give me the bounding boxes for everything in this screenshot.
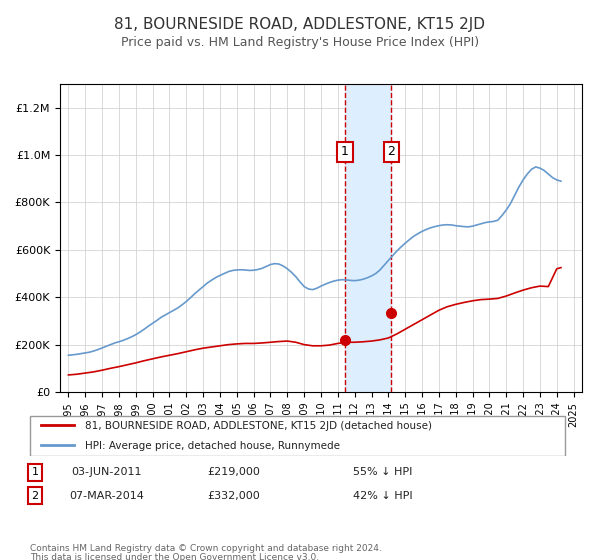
- Text: 2: 2: [388, 145, 395, 158]
- Text: £332,000: £332,000: [208, 491, 260, 501]
- Text: £219,000: £219,000: [208, 467, 260, 477]
- Text: 1: 1: [341, 145, 349, 158]
- Text: 81, BOURNESIDE ROAD, ADDLESTONE, KT15 2JD: 81, BOURNESIDE ROAD, ADDLESTONE, KT15 2J…: [115, 17, 485, 32]
- Text: 1: 1: [32, 467, 38, 477]
- Text: This data is licensed under the Open Government Licence v3.0.: This data is licensed under the Open Gov…: [30, 553, 319, 560]
- Text: Price paid vs. HM Land Registry's House Price Index (HPI): Price paid vs. HM Land Registry's House …: [121, 36, 479, 49]
- Text: HPI: Average price, detached house, Runnymede: HPI: Average price, detached house, Runn…: [85, 441, 340, 451]
- Bar: [345, 84, 391, 392]
- FancyBboxPatch shape: [29, 416, 565, 456]
- Text: 55% ↓ HPI: 55% ↓ HPI: [353, 467, 412, 477]
- Text: Contains HM Land Registry data © Crown copyright and database right 2024.: Contains HM Land Registry data © Crown c…: [30, 544, 382, 553]
- Text: 03-JUN-2011: 03-JUN-2011: [71, 467, 142, 477]
- Text: 42% ↓ HPI: 42% ↓ HPI: [353, 491, 413, 501]
- Text: 81, BOURNESIDE ROAD, ADDLESTONE, KT15 2JD (detached house): 81, BOURNESIDE ROAD, ADDLESTONE, KT15 2J…: [85, 421, 432, 431]
- Text: 07-MAR-2014: 07-MAR-2014: [70, 491, 144, 501]
- Text: 2: 2: [31, 491, 38, 501]
